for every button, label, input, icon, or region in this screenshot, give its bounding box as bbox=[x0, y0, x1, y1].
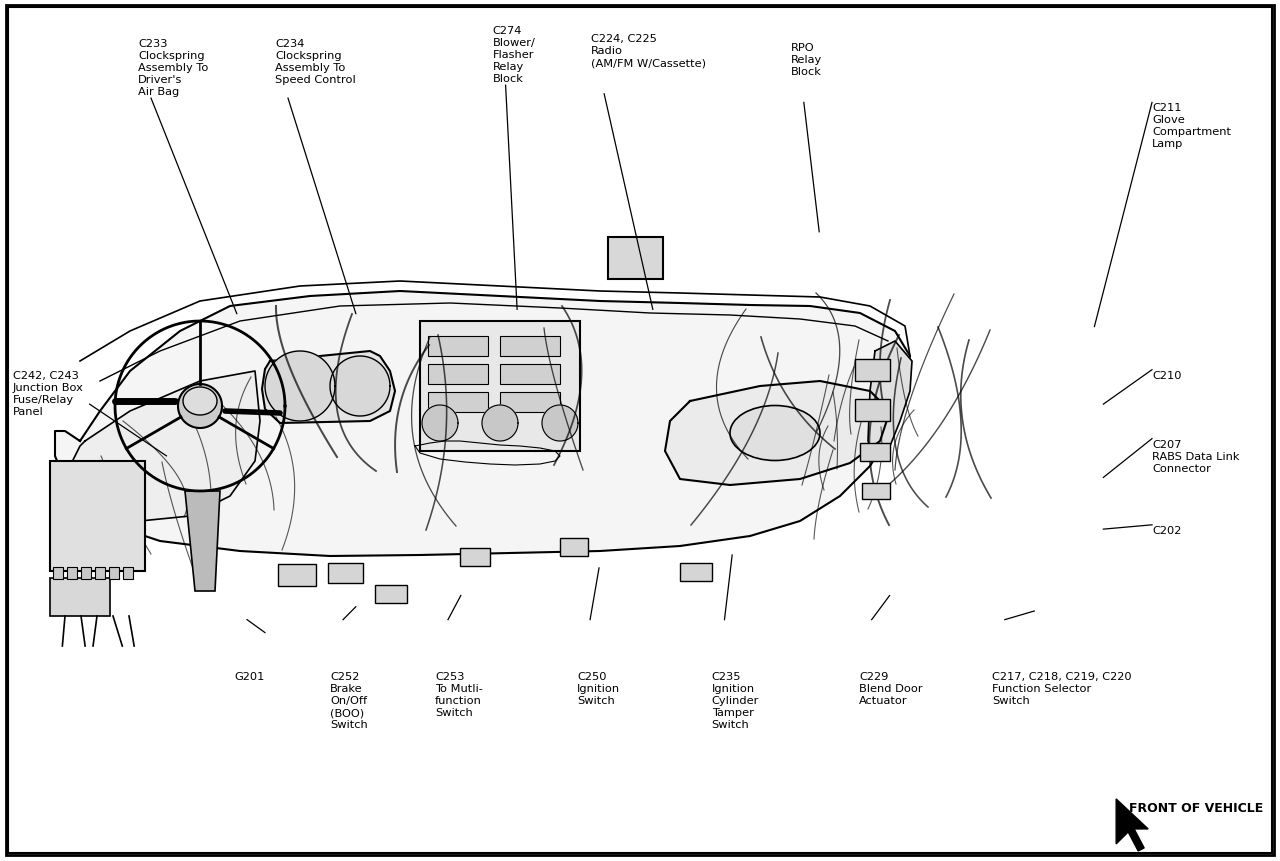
Text: C224, C225
Radio
(AM/FM W/Cassette): C224, C225 Radio (AM/FM W/Cassette) bbox=[591, 34, 707, 68]
Bar bbox=[460, 548, 490, 567]
Bar bbox=[855, 400, 890, 422]
Bar bbox=[50, 579, 110, 616]
Bar bbox=[95, 567, 105, 579]
Polygon shape bbox=[666, 381, 890, 486]
Bar bbox=[328, 563, 364, 583]
Text: C207
RABS Data Link
Connector: C207 RABS Data Link Connector bbox=[1152, 439, 1239, 473]
Polygon shape bbox=[330, 356, 390, 417]
Text: C202: C202 bbox=[1152, 525, 1181, 536]
Ellipse shape bbox=[183, 387, 218, 416]
Bar bbox=[278, 564, 316, 586]
Bar bbox=[50, 461, 145, 572]
Bar bbox=[855, 360, 890, 381]
Bar bbox=[428, 393, 488, 412]
Bar bbox=[428, 364, 488, 385]
Text: C252
Brake
On/Off
(BOO)
Switch: C252 Brake On/Off (BOO) Switch bbox=[330, 672, 367, 729]
Ellipse shape bbox=[730, 406, 820, 461]
Bar bbox=[861, 483, 890, 499]
Bar bbox=[561, 538, 588, 556]
Polygon shape bbox=[178, 385, 221, 429]
Polygon shape bbox=[265, 351, 335, 422]
Bar bbox=[500, 364, 561, 385]
Bar bbox=[375, 585, 407, 604]
Polygon shape bbox=[483, 406, 518, 442]
Polygon shape bbox=[55, 292, 910, 556]
Bar bbox=[420, 322, 580, 451]
Text: RPO
Relay
Block: RPO Relay Block bbox=[791, 43, 822, 77]
Text: C217, C218, C219, C220
Function Selector
Switch: C217, C218, C219, C220 Function Selector… bbox=[992, 672, 1132, 705]
Text: C274
Blower/
Flasher
Relay
Block: C274 Blower/ Flasher Relay Block bbox=[493, 26, 535, 84]
Bar bbox=[860, 443, 890, 461]
Bar bbox=[608, 238, 663, 280]
Text: C250
Ignition
Switch: C250 Ignition Switch bbox=[577, 672, 621, 705]
Polygon shape bbox=[262, 351, 396, 424]
Polygon shape bbox=[868, 342, 913, 461]
Bar bbox=[680, 563, 712, 581]
Bar bbox=[52, 567, 63, 579]
Text: C211
Glove
Compartment
Lamp: C211 Glove Compartment Lamp bbox=[1152, 103, 1231, 149]
Text: FRONT OF VEHICLE: FRONT OF VEHICLE bbox=[1129, 801, 1263, 814]
Polygon shape bbox=[70, 372, 260, 522]
Text: C229
Blend Door
Actuator: C229 Blend Door Actuator bbox=[859, 672, 923, 705]
Polygon shape bbox=[186, 492, 220, 592]
Bar bbox=[428, 337, 488, 356]
Text: C210: C210 bbox=[1152, 370, 1181, 381]
Polygon shape bbox=[1116, 799, 1148, 851]
Bar bbox=[67, 567, 77, 579]
Text: C234
Clockspring
Assembly To
Speed Control: C234 Clockspring Assembly To Speed Contr… bbox=[275, 39, 356, 84]
Bar bbox=[500, 393, 561, 412]
Bar bbox=[109, 567, 119, 579]
Bar bbox=[500, 337, 561, 356]
Polygon shape bbox=[422, 406, 458, 442]
Text: C235
Ignition
Cylinder
Tamper
Switch: C235 Ignition Cylinder Tamper Switch bbox=[712, 672, 759, 729]
Text: C242, C243
Junction Box
Fuse/Relay
Panel: C242, C243 Junction Box Fuse/Relay Panel bbox=[13, 370, 83, 416]
Bar bbox=[81, 567, 91, 579]
Polygon shape bbox=[541, 406, 579, 442]
Bar bbox=[123, 567, 133, 579]
Text: G201: G201 bbox=[234, 672, 265, 682]
Text: C253
To Mutli-
function
Switch: C253 To Mutli- function Switch bbox=[435, 672, 483, 717]
Text: C233
Clockspring
Assembly To
Driver's
Air Bag: C233 Clockspring Assembly To Driver's Ai… bbox=[138, 39, 209, 96]
